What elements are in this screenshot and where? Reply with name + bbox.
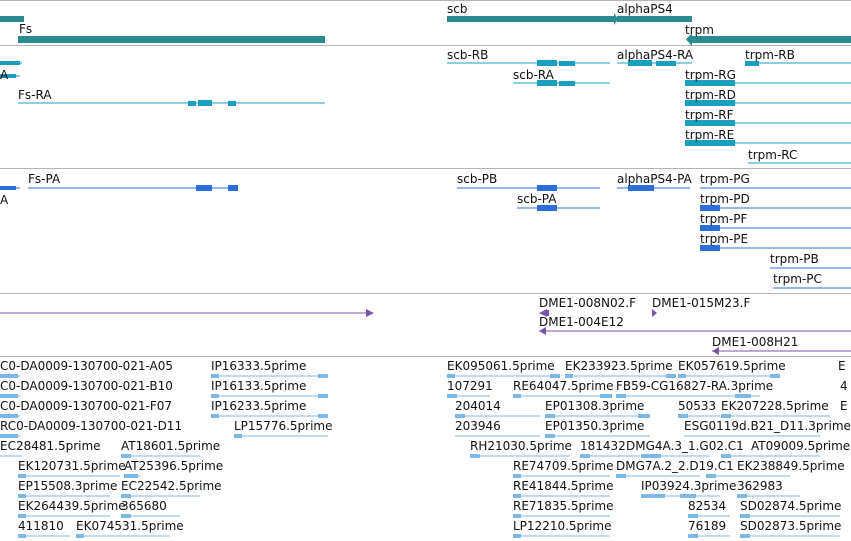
est-label[interactable]: RE74709.5prime xyxy=(513,459,614,473)
gene-feature[interactable] xyxy=(18,36,325,43)
gene-arrow xyxy=(614,13,618,25)
est-label[interactable]: LP15776.5prime xyxy=(234,419,333,433)
clone-label[interactable]: DME1-004E12 xyxy=(539,315,624,329)
transcript-track-glyphs xyxy=(0,60,851,164)
est-label[interactable]: EK238849.5prime xyxy=(737,459,845,473)
est-label[interactable]: 181432 xyxy=(580,439,626,453)
est-label[interactable]: DMG4A.3_1.G02.C1 xyxy=(626,439,744,453)
est-label[interactable]: FB59-CG16827-RA.3prime xyxy=(616,379,774,393)
est-label[interactable]: 82534 xyxy=(688,499,727,513)
protein-label[interactable]: Fs-PA xyxy=(28,172,61,186)
est-label[interactable]: 76189 xyxy=(688,519,727,533)
est-label[interactable]: RE64047.5prime xyxy=(513,379,614,393)
est-label[interactable]: EP01350.3prime xyxy=(545,419,645,433)
est-label[interactable]: EP15508.3prime xyxy=(18,479,118,493)
protein-label[interactable]: trpm-PG xyxy=(700,172,750,186)
transcript-label[interactable]: trpm-RF xyxy=(685,108,734,122)
clone-track-glyphs xyxy=(0,309,851,355)
est-label[interactable]: EK095061.5prime xyxy=(447,359,555,373)
transcript-label[interactable]: trpm-RC xyxy=(748,148,798,162)
protein-label[interactable]: scb-PB xyxy=(457,172,498,186)
est-label[interactable]: EP01308.3prime xyxy=(545,399,645,413)
est-label[interactable]: AT09009.5prime xyxy=(751,439,851,453)
clone-label[interactable]: DME1-008N02.F xyxy=(539,296,637,310)
est-label[interactable]: RE41844.5prime xyxy=(513,479,614,493)
transcript-label[interactable]: trpm-RG xyxy=(685,68,736,82)
transcript-label[interactable]: scb-RA xyxy=(513,68,554,82)
est-label[interactable]: EC28481.5prime xyxy=(0,439,101,453)
gene-feature[interactable] xyxy=(0,16,24,22)
est-label[interactable]: IP16133.5prime xyxy=(211,379,307,393)
gene-feature[interactable] xyxy=(617,16,692,22)
track-divider xyxy=(0,168,851,169)
gene-label[interactable]: trpm xyxy=(685,23,714,37)
est-label[interactable]: 204014 xyxy=(455,399,501,413)
est-label[interactable]: E xyxy=(840,399,848,413)
gene-feature[interactable] xyxy=(447,16,614,22)
protein-label[interactable]: trpm-PD xyxy=(700,192,750,206)
est-label[interactable]: RC0-DA0009-130700-021-D11 xyxy=(0,419,183,433)
est-label[interactable]: C0-DA0009-130700-021-B10 xyxy=(0,379,173,393)
gene-arrow xyxy=(686,33,692,46)
est-label[interactable]: 50533 xyxy=(678,399,717,413)
est-label[interactable]: 362983 xyxy=(737,479,783,493)
est-label[interactable]: IP03924.3prime xyxy=(641,479,737,493)
est-label[interactable]: EK057619.5prime xyxy=(678,359,786,373)
transcript-label[interactable]: trpm-RD xyxy=(685,88,736,102)
est-label[interactable]: 4 xyxy=(840,379,848,393)
est-label[interactable]: AT18601.5prime xyxy=(121,439,221,453)
track-divider xyxy=(0,0,851,1)
est-label[interactable]: EK207228.5prime xyxy=(721,399,829,413)
est-label[interactable]: DMG7A.2_2.D19.C1 xyxy=(616,459,734,473)
est-label[interactable]: SD02874.5prime xyxy=(740,499,842,513)
est-label[interactable]: EK120731.5prime xyxy=(18,459,126,473)
gene-feature[interactable] xyxy=(692,36,851,43)
est-label[interactable]: 107291 xyxy=(447,379,493,393)
protein-label[interactable]: trpm-PB xyxy=(770,252,819,266)
gene-label[interactable]: Fs xyxy=(19,22,33,36)
est-label[interactable]: 203946 xyxy=(455,419,501,433)
est-label[interactable]: IP16233.5prime xyxy=(211,399,307,413)
est-label[interactable]: E xyxy=(838,359,846,373)
track-divider xyxy=(0,45,851,46)
clone-label[interactable]: DME1-015M23.F xyxy=(652,296,751,310)
transcript-label[interactable]: scb-RB xyxy=(447,48,489,62)
protein-label[interactable]: trpm-PE xyxy=(700,232,749,246)
transcript-label[interactable]: trpm-RE xyxy=(685,128,735,142)
protein-track-glyphs xyxy=(0,185,851,289)
protein-label[interactable]: A xyxy=(0,193,9,207)
protein-label[interactable]: alphaPS4-PA xyxy=(617,172,692,186)
est-label[interactable]: SD02873.5prime xyxy=(740,519,842,533)
clone-label[interactable]: DME1-008H21 xyxy=(712,335,799,349)
est-label[interactable]: EK264439.5prime xyxy=(18,499,126,513)
est-label[interactable]: EC22542.5prime xyxy=(121,479,222,493)
transcript-label[interactable]: trpm-RB xyxy=(745,48,795,62)
est-label[interactable]: RH21030.5prime xyxy=(470,439,572,453)
transcript-label[interactable]: alphaPS4-RA xyxy=(617,48,694,62)
protein-label[interactable]: trpm-PF xyxy=(700,212,748,226)
protein-label[interactable]: trpm-PC xyxy=(773,272,822,286)
est-label[interactable]: 411810 xyxy=(18,519,64,533)
est-label[interactable]: C0-DA0009-130700-021-A05 xyxy=(0,359,174,373)
est-label[interactable]: 365680 xyxy=(121,499,167,513)
est-label[interactable]: IP16333.5prime xyxy=(211,359,307,373)
track-divider xyxy=(0,356,851,357)
gene-track-glyphs xyxy=(0,13,851,46)
est-label[interactable]: RE71835.5prime xyxy=(513,499,614,513)
track-divider xyxy=(0,293,851,294)
est-label[interactable]: LP12210.5prime xyxy=(513,519,612,533)
protein-label[interactable]: scb-PA xyxy=(517,192,557,206)
transcript-label[interactable]: A xyxy=(0,68,9,82)
est-label[interactable]: EK233923.5prime xyxy=(565,359,673,373)
est-label[interactable]: EK074531.5prime xyxy=(76,519,184,533)
transcript-label[interactable]: Fs-RA xyxy=(18,88,52,102)
gene-label[interactable]: scb xyxy=(447,2,468,16)
est-label[interactable]: AT25396.5prime xyxy=(124,459,224,473)
est-label[interactable]: C0-DA0009-130700-021-F07 xyxy=(0,399,172,413)
gene-label[interactable]: alphaPS4 xyxy=(617,2,673,16)
est-label[interactable]: ESG0119d.B21_D11.3prime xyxy=(684,419,851,433)
